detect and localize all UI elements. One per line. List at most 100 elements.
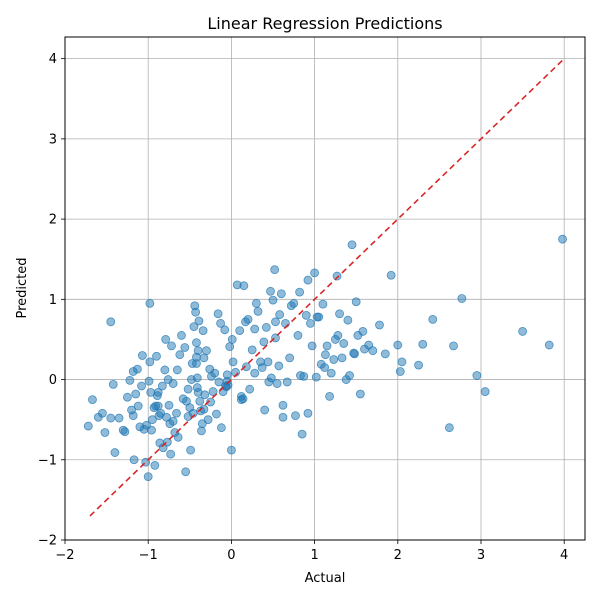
data-point: [194, 316, 204, 326]
data-point: [285, 353, 295, 363]
data-point: [245, 384, 255, 394]
data-point: [250, 324, 260, 334]
data-point: [110, 448, 120, 457]
data-point: [236, 395, 246, 405]
data-point: [281, 318, 290, 328]
data-point: [160, 365, 170, 375]
data-point: [321, 350, 330, 360]
data-point: [428, 314, 438, 324]
data-point: [144, 376, 154, 386]
data-point: [200, 390, 210, 400]
data-point: [306, 318, 315, 328]
data-point: [270, 265, 280, 275]
data-point: [153, 387, 163, 397]
data-point: [275, 310, 285, 319]
data-point: [173, 432, 183, 442]
data-point: [272, 379, 282, 388]
x-tick-label: 0: [227, 548, 235, 563]
y-tick-label: 3: [49, 132, 57, 147]
data-point: [192, 359, 201, 368]
data-point: [351, 297, 361, 307]
data-point: [195, 396, 205, 406]
y-axis-ticks: −2 −1 0 1 2 3 4: [38, 52, 65, 549]
data-point: [133, 401, 143, 411]
data-point: [278, 400, 288, 410]
data-point: [166, 449, 176, 459]
x-tick-label: −1: [139, 548, 158, 563]
data-point: [125, 375, 135, 385]
data-point: [253, 306, 263, 316]
data-point: [212, 409, 221, 419]
data-point: [168, 379, 178, 388]
data-point: [518, 327, 527, 336]
data-point: [145, 298, 155, 308]
data-point: [395, 367, 405, 376]
data-point: [128, 367, 138, 376]
data-point: [191, 307, 201, 317]
data-point: [339, 339, 349, 348]
y-tick-label: −2: [38, 534, 57, 549]
data-point: [225, 342, 235, 352]
data-point: [228, 357, 238, 367]
x-axis-label: Actual: [305, 571, 346, 586]
data-point: [106, 317, 116, 327]
x-axis-ticks: −2 −1 0 1 2 3 4: [55, 540, 568, 563]
data-point: [320, 363, 329, 372]
y-tick-label: 1: [49, 293, 57, 308]
data-point: [333, 331, 343, 340]
data-point: [257, 363, 267, 372]
data-point: [259, 337, 269, 347]
data-point: [301, 310, 311, 320]
data-point: [226, 445, 236, 455]
data-point: [375, 320, 384, 330]
data-point: [143, 472, 153, 482]
data-point: [193, 346, 203, 356]
data-point: [153, 401, 163, 411]
data-point: [222, 376, 232, 386]
data-point: [274, 361, 284, 371]
y-tick-label: 2: [49, 213, 57, 228]
data-point: [199, 353, 209, 363]
y-axis-label: Predicted: [15, 257, 30, 318]
data-point: [175, 350, 185, 360]
data-point: [449, 341, 458, 351]
data-point: [145, 357, 155, 367]
data-point: [311, 372, 321, 382]
data-point: [106, 413, 116, 423]
y-tick-label: −1: [38, 453, 57, 468]
data-point: [108, 379, 118, 389]
data-point: [203, 415, 213, 425]
data-point: [418, 339, 428, 349]
data-point: [276, 289, 286, 299]
data-point: [297, 429, 307, 439]
data-point: [241, 362, 251, 372]
data-point: [266, 286, 275, 296]
data-point: [167, 341, 176, 351]
data-point: [100, 428, 110, 437]
data-point: [220, 325, 230, 335]
data-point: [172, 365, 182, 375]
data-point: [147, 415, 157, 425]
data-point: [414, 360, 424, 370]
data-point: [544, 340, 554, 350]
data-point: [243, 314, 253, 324]
data-point: [210, 368, 220, 378]
data-point: [129, 455, 139, 465]
data-point: [368, 346, 378, 356]
data-point: [128, 411, 138, 421]
data-point: [208, 387, 218, 396]
data-point: [150, 460, 160, 470]
data-point: [312, 312, 322, 322]
data-point: [227, 335, 237, 344]
data-point: [235, 326, 245, 336]
data-point: [480, 387, 490, 396]
x-tick-label: 1: [310, 548, 318, 563]
chart-title: Linear Regression Predictions: [207, 14, 442, 33]
data-point: [295, 287, 305, 297]
data-point: [380, 349, 390, 359]
data-point: [310, 268, 320, 278]
data-point: [278, 412, 288, 422]
data-point: [289, 298, 299, 308]
data-point: [131, 389, 141, 399]
x-tick-label: −2: [55, 548, 74, 563]
